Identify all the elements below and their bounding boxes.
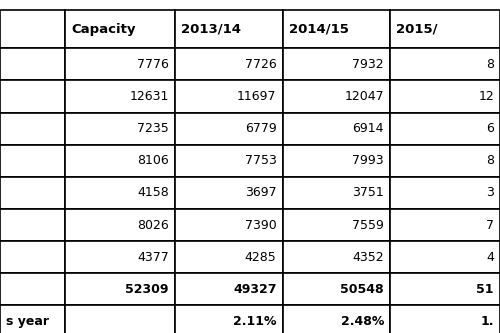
Bar	[0, 241, 65, 273]
Bar	[175, 113, 282, 145]
Bar	[175, 241, 282, 273]
Bar	[0, 209, 65, 241]
Text: 7753: 7753	[244, 154, 276, 167]
Text: 7726: 7726	[244, 58, 276, 71]
Bar	[390, 145, 500, 177]
Bar	[0, 177, 65, 209]
Bar	[175, 145, 282, 177]
Bar	[65, 305, 175, 333]
Bar	[282, 209, 390, 241]
Bar	[390, 241, 500, 273]
Text: 7993: 7993	[352, 154, 384, 167]
Text: 3751: 3751	[352, 186, 384, 199]
Text: 8: 8	[486, 58, 494, 71]
Text: 7776: 7776	[137, 58, 169, 71]
Text: 3697: 3697	[245, 186, 276, 199]
Bar	[390, 273, 500, 305]
Bar	[0, 145, 65, 177]
Bar	[0, 10, 65, 48]
Bar	[390, 177, 500, 209]
Bar	[65, 10, 175, 48]
Bar	[175, 305, 282, 333]
Bar	[175, 209, 282, 241]
Text: 2014/15: 2014/15	[288, 23, 348, 36]
Text: 52309: 52309	[126, 283, 169, 296]
Text: 7235: 7235	[137, 122, 169, 135]
Text: 51: 51	[476, 283, 494, 296]
Text: 4158: 4158	[137, 186, 169, 199]
Bar	[175, 10, 282, 48]
Text: 7390: 7390	[244, 218, 276, 231]
Text: 4377: 4377	[137, 251, 169, 264]
Text: 12047: 12047	[344, 90, 384, 103]
Bar	[175, 48, 282, 81]
Bar	[0, 48, 65, 81]
Bar	[65, 145, 175, 177]
Bar	[390, 48, 500, 81]
Bar	[282, 48, 390, 81]
Bar	[282, 273, 390, 305]
Text: s year: s year	[6, 315, 49, 328]
Bar	[390, 305, 500, 333]
Text: 2.48%: 2.48%	[340, 315, 384, 328]
Text: 8: 8	[486, 154, 494, 167]
Bar	[175, 273, 282, 305]
Bar	[390, 209, 500, 241]
Text: 12: 12	[478, 90, 494, 103]
Text: 6: 6	[486, 122, 494, 135]
Text: 7932: 7932	[352, 58, 384, 71]
Text: 4285: 4285	[244, 251, 276, 264]
Text: 2013/14: 2013/14	[181, 23, 241, 36]
Bar	[65, 241, 175, 273]
Bar	[282, 10, 390, 48]
Text: 2015/: 2015/	[396, 23, 438, 36]
Bar	[0, 273, 65, 305]
Text: 12631: 12631	[130, 90, 169, 103]
Bar	[282, 241, 390, 273]
Text: 4: 4	[486, 251, 494, 264]
Bar	[65, 113, 175, 145]
Bar	[0, 113, 65, 145]
Bar	[0, 305, 65, 333]
Text: 6914: 6914	[352, 122, 384, 135]
Text: 11697: 11697	[237, 90, 277, 103]
Text: 7: 7	[486, 218, 494, 231]
Text: 4352: 4352	[352, 251, 384, 264]
Text: 8106: 8106	[137, 154, 169, 167]
Bar	[65, 81, 175, 113]
Bar	[282, 145, 390, 177]
Bar	[390, 81, 500, 113]
Text: 6779: 6779	[244, 122, 276, 135]
Bar	[282, 177, 390, 209]
Bar	[390, 113, 500, 145]
Bar	[65, 273, 175, 305]
Bar	[282, 113, 390, 145]
Text: 2.11%: 2.11%	[233, 315, 276, 328]
Bar	[282, 81, 390, 113]
Bar	[175, 81, 282, 113]
Bar	[175, 177, 282, 209]
Bar	[390, 10, 500, 48]
Text: 50548: 50548	[340, 283, 384, 296]
Bar	[65, 48, 175, 81]
Text: Capacity: Capacity	[71, 23, 136, 36]
Bar	[65, 177, 175, 209]
Text: 8026: 8026	[137, 218, 169, 231]
Text: 49327: 49327	[233, 283, 276, 296]
Text: 1.: 1.	[480, 315, 494, 328]
Text: 3: 3	[486, 186, 494, 199]
Text: 7559: 7559	[352, 218, 384, 231]
Bar	[0, 81, 65, 113]
Bar	[282, 305, 390, 333]
Bar	[65, 209, 175, 241]
